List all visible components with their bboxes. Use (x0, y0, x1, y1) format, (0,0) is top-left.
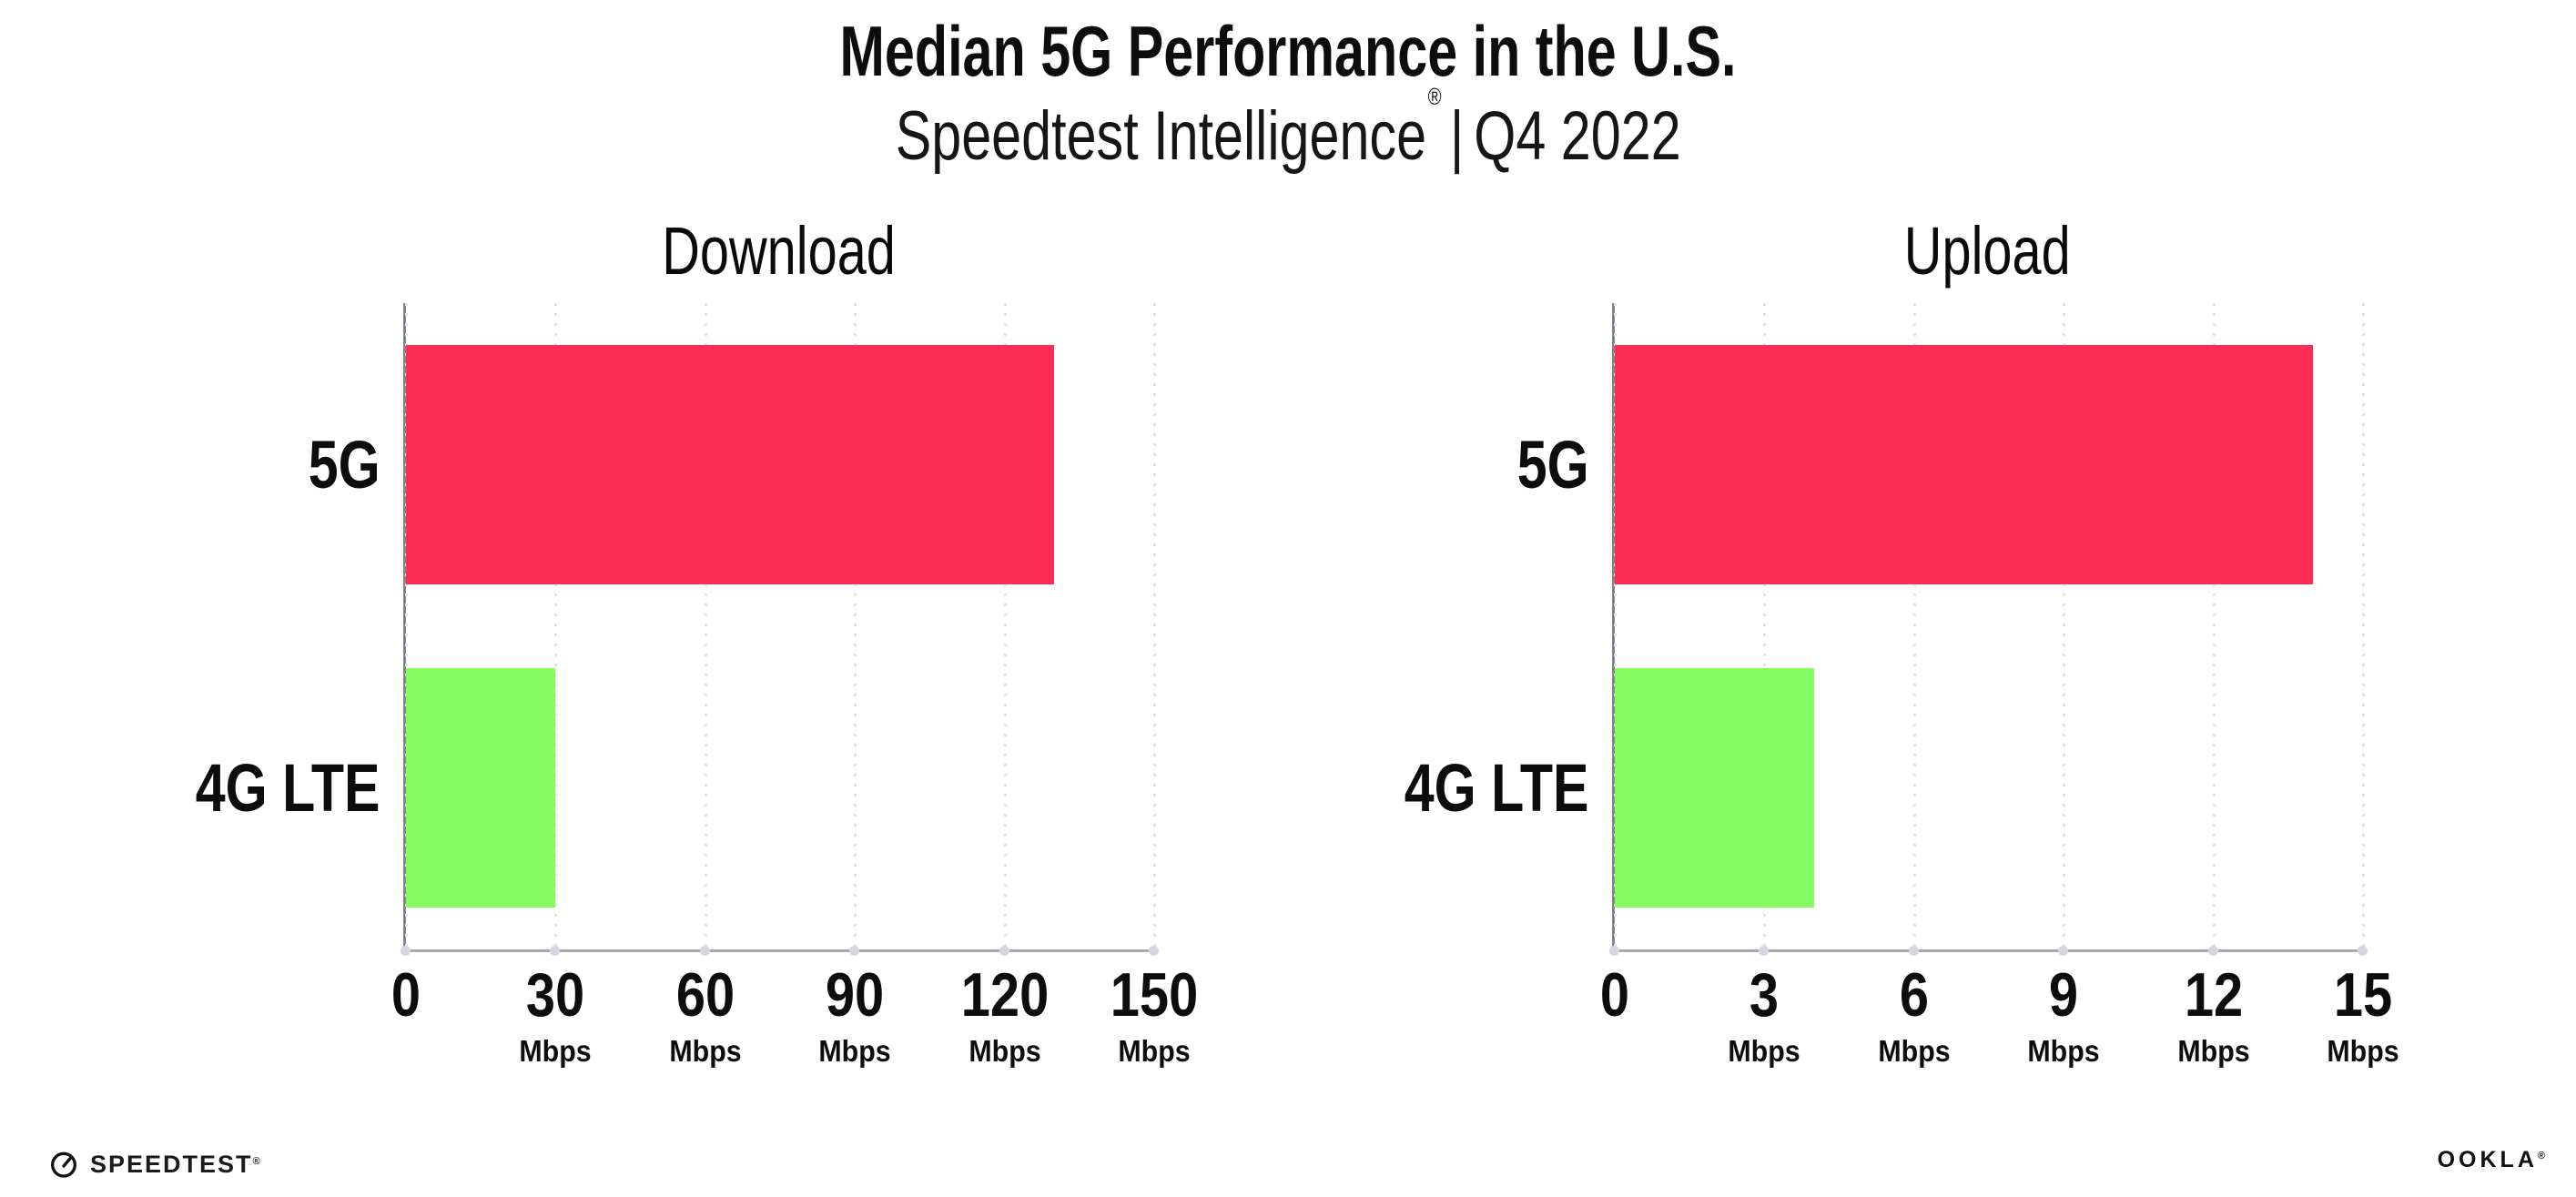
ookla-wordmark: OOKLA (2437, 1147, 2538, 1172)
page-subtitle: Speedtest Intelligence®| Q4 2022 (0, 84, 2576, 176)
gridline (405, 303, 408, 949)
x-tick-unit: Mbps (2176, 1034, 2250, 1068)
upload-x-tick-6: 6 Mbps (1875, 964, 1953, 1069)
axis-tick-dot (1759, 946, 1770, 956)
upload-x-tick-3: 3 Mbps (1725, 964, 1803, 1069)
upload-chart-title: Upload (1904, 213, 2071, 289)
speedtest-gauge-icon (51, 1151, 76, 1178)
x-tick-value: 3 (1749, 960, 1780, 1030)
axis-tick-dot (699, 946, 710, 956)
x-tick-unit: Mbps (818, 1034, 891, 1068)
gridline (2362, 303, 2365, 949)
gridline (1763, 303, 1767, 949)
x-tick-value: 60 (675, 960, 735, 1030)
x-tick-value: 6 (1899, 960, 1929, 1030)
axis-tick-dot (1908, 946, 1919, 956)
speedtest-registered-mark: ® (252, 1155, 260, 1167)
x-tick-value: 9 (2049, 960, 2079, 1030)
axis-tick-dot (1609, 946, 1619, 956)
gridline (1614, 303, 1617, 949)
axis-tick-dot (550, 946, 561, 956)
download-chart-title: Download (662, 213, 896, 289)
ookla-registered-mark: ® (2537, 1151, 2545, 1161)
category-label-4g-lte: 4G LTE (1405, 749, 1589, 826)
axis-tick-dot (401, 946, 411, 956)
page-title-text: Median 5G Performance in the U.S. (839, 11, 1737, 91)
x-tick-value: 0 (1599, 960, 1630, 1030)
download-x-tick-0: 0 (389, 964, 423, 1026)
x-tick-value: 150 (1110, 960, 1199, 1030)
download-bar-5g (406, 345, 1055, 584)
category-label-4g-lte: 4G LTE (196, 749, 380, 826)
ookla-logo: OOKLA® (2438, 1147, 2545, 1173)
upload-plot-area: 0 3 Mbps 6 Mbps 9 Mbps 12 Mbps 15 Mbps 5G 4G LTE (1405, 303, 2399, 1068)
axis-tick-dot (2207, 946, 2218, 956)
x-tick-value: 120 (960, 960, 1049, 1030)
download-x-tick-120: 120 Mbps (953, 964, 1056, 1069)
download-x-tick-60: 60 Mbps (666, 964, 745, 1069)
upload-chart: Upload 0 3 Mbps 6 Mbps 9 Mbps 12 Mbps 15 Mbps 5G 4G … (1405, 218, 2399, 1069)
upload-x-tick-12: 12 Mbps (2175, 964, 2253, 1069)
download-x-tick-150: 150 Mbps (1102, 964, 1205, 1069)
gridline (1153, 303, 1156, 949)
gridline (854, 303, 857, 949)
upload-bar-5g (1615, 345, 2314, 584)
page-title: Median 5G Performance in the U.S. (0, 13, 2576, 89)
x-tick-unit: Mbps (669, 1034, 742, 1068)
x-tick-value: 90 (826, 960, 885, 1030)
x-tick-value: 15 (2333, 960, 2393, 1030)
upload-bar-4g-lte (1615, 668, 1815, 908)
gridline (704, 303, 707, 949)
axis-tick-dot (999, 946, 1009, 956)
upload-x-tick-0: 0 (1597, 964, 1632, 1026)
axis-tick-dot (2058, 946, 2069, 956)
category-label-5g: 5G (309, 426, 380, 502)
category-label-5g: 5G (1517, 426, 1589, 502)
download-x-tick-90: 90 Mbps (816, 964, 894, 1069)
download-chart: Download 0 30 Mbps 60 Mbps 90 Mbps 120 Mbps 150 Mb… (196, 218, 1198, 1069)
gridline (554, 303, 558, 949)
upload-x-tick-9: 9 Mbps (2024, 964, 2103, 1069)
upload-x-tick-15: 15 Mbps (2324, 964, 2402, 1069)
registered-trademark-symbol: ® (1427, 82, 1442, 110)
gridline (2212, 303, 2216, 949)
x-tick-value: 12 (2184, 960, 2243, 1030)
gridline (1912, 303, 1916, 949)
header: Median 5G Performance in the U.S. Speedt… (0, 13, 2576, 175)
x-tick-unit: Mbps (2027, 1034, 2100, 1068)
download-bar-4g-lte (406, 668, 556, 908)
axis-tick-dot (849, 946, 860, 956)
subtitle-separator: | (1449, 97, 1465, 176)
axis-tick-dot (2358, 946, 2368, 956)
x-tick-unit: Mbps (1118, 1034, 1191, 1068)
download-x-tick-30: 30 Mbps (516, 964, 594, 1069)
gridline (1003, 303, 1007, 949)
x-tick-unit: Mbps (1878, 1034, 1951, 1068)
download-plot-area: 0 30 Mbps 60 Mbps 90 Mbps 120 Mbps 150 Mbps 5G 4G LT… (196, 303, 1198, 1068)
subtitle-period: Q4 2022 (1474, 97, 1681, 176)
speedtest-wordmark: SPEEDTEST (90, 1150, 253, 1178)
x-tick-unit: Mbps (519, 1034, 593, 1068)
x-tick-value: 30 (526, 960, 585, 1030)
x-tick-unit: Mbps (968, 1034, 1041, 1068)
gridline (2063, 303, 2066, 949)
x-tick-unit: Mbps (1728, 1034, 1801, 1068)
x-tick-unit: Mbps (2327, 1034, 2399, 1068)
x-tick-value: 0 (390, 960, 421, 1030)
axis-tick-dot (1149, 946, 1159, 956)
speedtest-logo: SPEEDTEST® (49, 1150, 260, 1179)
subtitle-brand: Speedtest Intelligence (895, 97, 1426, 176)
